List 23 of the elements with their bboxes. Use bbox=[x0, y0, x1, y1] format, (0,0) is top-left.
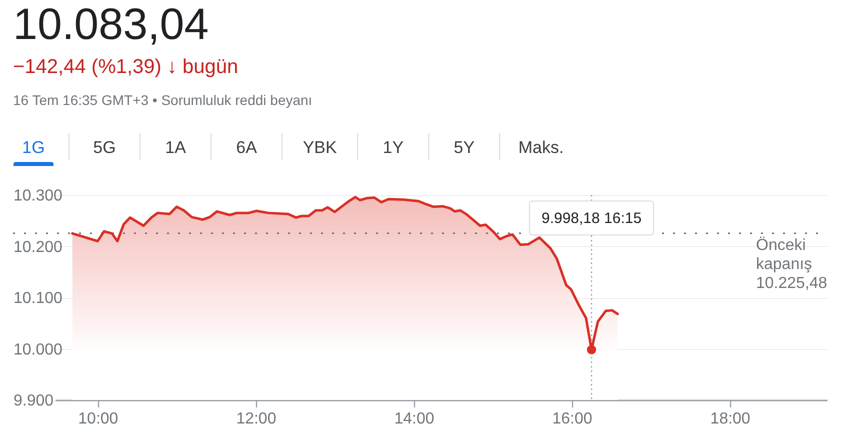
y-tick-label: 10.300 bbox=[14, 188, 63, 204]
x-tick-label: 10:00 bbox=[78, 410, 118, 428]
chart-title: 10.083,04 bbox=[13, 0, 209, 49]
x-tick-label: 18:00 bbox=[710, 410, 750, 428]
text: 16 Tem 16:35 GMT+3 • Sorumluluk reddi beyanı bbox=[13, 92, 312, 108]
y-tick-label: 10.200 bbox=[14, 238, 63, 256]
ref-line-label: 9.998,18 16:15 bbox=[541, 210, 642, 227]
text: 1G bbox=[22, 138, 45, 157]
chart-subtitle: −142,44 (%1,39) ↓ bugün bbox=[13, 56, 238, 78]
x-tick-label: 16:00 bbox=[552, 410, 592, 428]
text: 5G bbox=[93, 138, 116, 157]
ref-line-label: Önceki kapanış 10.225,48 bbox=[756, 236, 828, 292]
text: 5Y bbox=[454, 138, 475, 157]
text: Maks. bbox=[518, 138, 564, 157]
text: 1Y bbox=[382, 138, 404, 157]
y-tick-label: 10.100 bbox=[14, 290, 63, 307]
text: 6A bbox=[236, 138, 258, 157]
y-tick-label: 10.000 bbox=[14, 341, 63, 358]
text: 1A bbox=[165, 138, 187, 157]
x-tick-label: 14:00 bbox=[394, 410, 434, 428]
text: YBK bbox=[302, 138, 338, 157]
x-tick-label: 12:00 bbox=[236, 410, 276, 428]
y-tick-label: 9.900 bbox=[14, 392, 54, 410]
